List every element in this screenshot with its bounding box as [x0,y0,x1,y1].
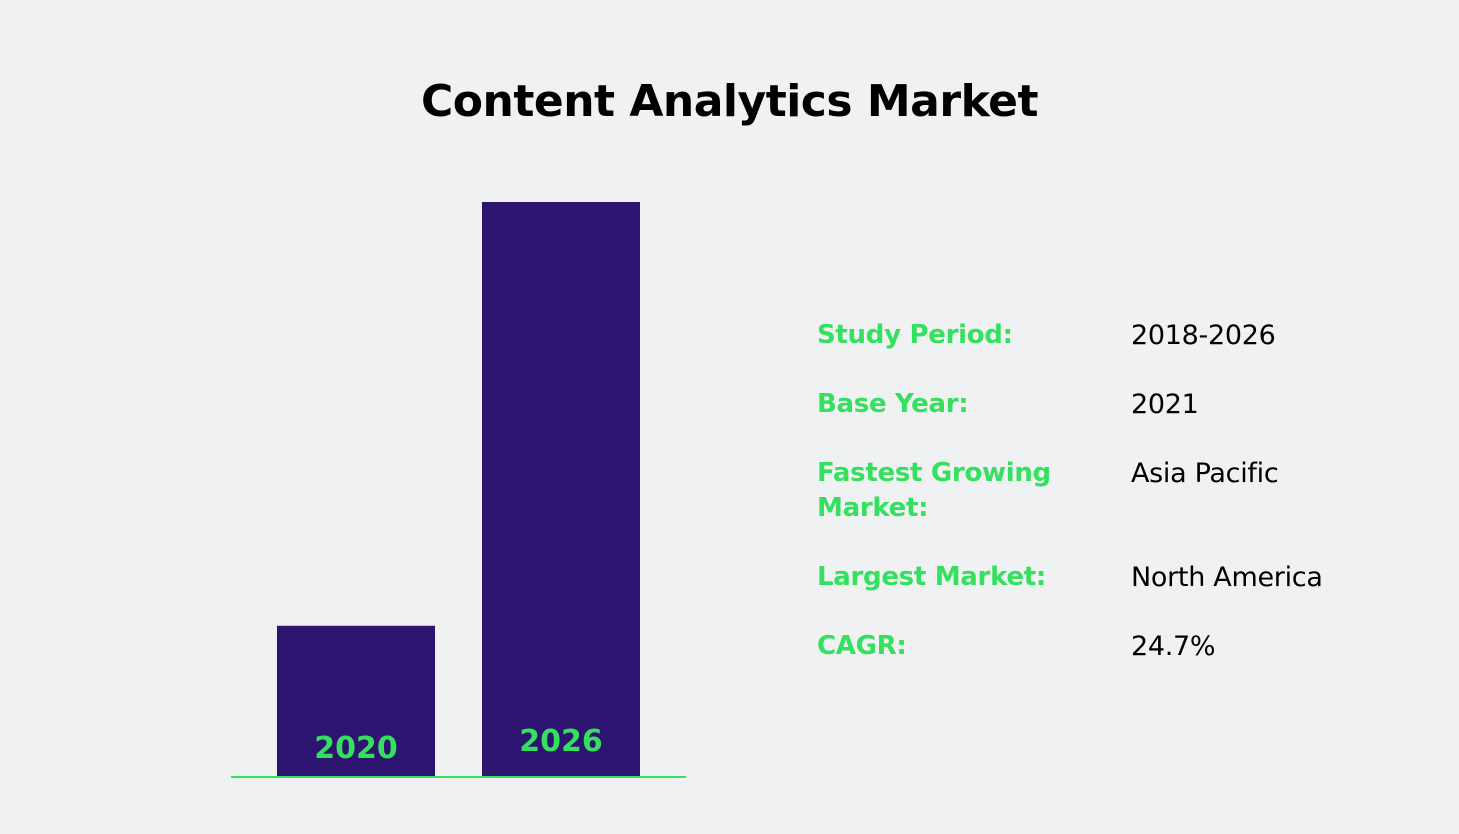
chart-title: Content Analytics Market [420,76,1039,127]
stat-value: Asia Pacific [1131,458,1279,489]
stat-value: North America [1131,562,1323,593]
stat-label: Base Year: [817,389,969,419]
stat-label: Study Period: [817,320,1013,350]
stat-value: 2018-2026 [1131,320,1276,351]
stat-row-cagr: CAGR: 24.7% [817,629,1417,664]
stat-row-largest-market: Largest Market: North America [817,560,1417,595]
stat-row-base-year: Base Year: 2021 [817,387,1417,422]
stat-label: Fastest Growing Market: [817,458,1051,523]
bar-label-2020: 2020 [314,731,398,766]
bar-chart: 2020 2026 [231,202,686,778]
stat-value: 2021 [1131,389,1199,420]
bar-2020 [277,625,435,777]
stat-row-fastest-growing-market: Fastest Growing Market: Asia Pacific [817,456,1417,526]
market-stats: Study Period: 2018-2026 Base Year: 2021 … [817,318,1417,698]
bar-2026 [482,202,640,777]
stat-value: 24.7% [1131,631,1216,662]
stat-label: CAGR: [817,631,907,661]
stat-label: Largest Market: [817,562,1046,592]
bar-label-2026: 2026 [519,724,603,759]
stat-row-study-period: Study Period: 2018-2026 [817,318,1417,353]
